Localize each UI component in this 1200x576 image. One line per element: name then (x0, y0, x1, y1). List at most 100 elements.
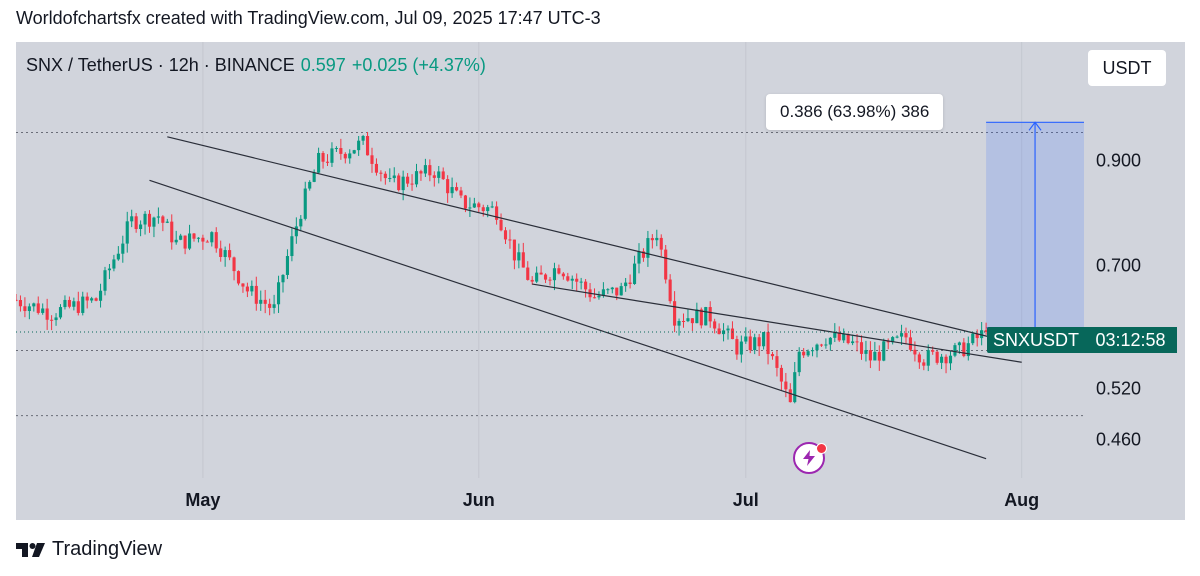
candle-body-97 (446, 179, 450, 194)
price-plot[interactable] (16, 42, 1084, 478)
candle-body-185 (837, 332, 841, 341)
candle-body-5 (36, 303, 40, 313)
candle-body-128 (584, 281, 588, 290)
candle-body-57 (268, 303, 272, 308)
candle-body-112 (512, 239, 516, 261)
candle-body-101 (463, 195, 468, 209)
candle-body-218 (984, 330, 988, 332)
candle-body-78 (361, 136, 365, 141)
candle-body-14 (76, 301, 80, 313)
candle-body-191 (864, 350, 868, 354)
candle-body-3 (27, 306, 31, 312)
candle-body-43 (205, 241, 209, 243)
candle-body-122 (557, 268, 561, 274)
candle-body-184 (833, 332, 837, 338)
candle-body-45 (214, 232, 218, 249)
candle-body-136 (619, 286, 623, 296)
candle-body-150 (681, 320, 686, 322)
candle-body-206 (931, 350, 935, 352)
price-change: +0.025 (+4.37%) (351, 55, 486, 75)
candle-body-79 (365, 136, 370, 156)
candle-body-48 (228, 250, 232, 258)
candle-body-144 (655, 237, 659, 241)
candle-body-125 (570, 278, 574, 281)
candle-body-199 (899, 333, 904, 337)
candle-body-157 (713, 321, 717, 329)
candle-body-86 (397, 175, 401, 191)
candle-body-126 (575, 278, 579, 282)
trendline-2 (149, 179, 987, 460)
candle-body-60 (281, 274, 285, 283)
candle-body-103 (472, 203, 476, 208)
candle-body-186 (842, 333, 846, 341)
candle-body-25 (125, 221, 129, 244)
candle-body-182 (824, 344, 828, 346)
candle-body-207 (935, 351, 939, 363)
candle-body-173 (784, 381, 788, 390)
candle-body-119 (543, 274, 548, 280)
chart-panel[interactable] (16, 42, 1185, 520)
candle-body-85 (392, 175, 396, 179)
candle-body-33 (161, 216, 165, 223)
candle-body-165 (748, 336, 752, 351)
candle-body-135 (615, 287, 619, 296)
candle-body-24 (121, 243, 125, 254)
candle-body-99 (454, 187, 459, 191)
candle-body-46 (219, 248, 223, 258)
currency-selector[interactable]: USDT (1088, 50, 1166, 86)
candle-body-50 (236, 271, 241, 284)
candle-body-137 (624, 282, 628, 287)
candle-body-72 (334, 148, 338, 150)
candle-body-0 (16, 299, 18, 301)
candle-body-155 (704, 307, 708, 326)
candle-body-40 (192, 233, 196, 239)
candle-body-158 (717, 328, 721, 335)
candle-body-59 (276, 282, 281, 305)
candle-body-49 (232, 257, 236, 272)
candle-body-211 (953, 345, 957, 356)
candle-body-188 (851, 341, 855, 344)
y-tick-label: 0.520 (1096, 378, 1142, 399)
candle-body-208 (940, 356, 944, 363)
candle-body-169 (766, 332, 770, 355)
candle-body-93 (428, 165, 432, 176)
candle-body-66 (308, 181, 312, 189)
candle-body-192 (868, 350, 872, 361)
footer-brand[interactable]: TradingView (16, 538, 162, 561)
lightning-icon (803, 450, 815, 466)
tradingview-logo-icon (16, 542, 45, 557)
candle-body-198 (895, 336, 899, 338)
candle-body-110 (503, 230, 508, 240)
candle-body-10 (58, 307, 63, 318)
candle-body-96 (441, 171, 445, 180)
candle-body-113 (517, 252, 521, 261)
candle-body-154 (699, 309, 703, 326)
candle-body-12 (67, 299, 71, 307)
symbol-info: SNX / TetherUS · 12h · BINANCE (26, 55, 295, 75)
candle-body-27 (134, 216, 138, 230)
candle-body-63 (294, 226, 298, 237)
candle-body-29 (143, 213, 147, 225)
candle-body-31 (152, 217, 156, 227)
candle-body-151 (686, 318, 690, 322)
candle-body-11 (63, 299, 67, 308)
candle-body-147 (668, 279, 672, 302)
candle-body-149 (677, 320, 681, 326)
candle-body-54 (254, 285, 258, 304)
candle-body-175 (793, 372, 797, 403)
candle-body-8 (50, 319, 54, 321)
candle-body-76 (352, 150, 356, 154)
y-tick-label: 0.900 (1096, 150, 1142, 171)
symbol-legend[interactable]: SNX / TetherUS · 12h · BINANCE 0.597 +0.02… (26, 55, 486, 76)
candle-body-55 (259, 299, 263, 304)
candle-body-127 (579, 281, 583, 283)
candle-body-15 (81, 296, 85, 313)
x-tick-label: Aug (1004, 490, 1040, 510)
candle-body-21 (107, 268, 112, 271)
candle-body-81 (374, 163, 379, 173)
candle-body-116 (530, 279, 534, 282)
candle-body-44 (210, 232, 214, 243)
candle-body-139 (632, 263, 637, 284)
candle-body-111 (508, 239, 512, 241)
time-axis[interactable] (16, 478, 1084, 520)
